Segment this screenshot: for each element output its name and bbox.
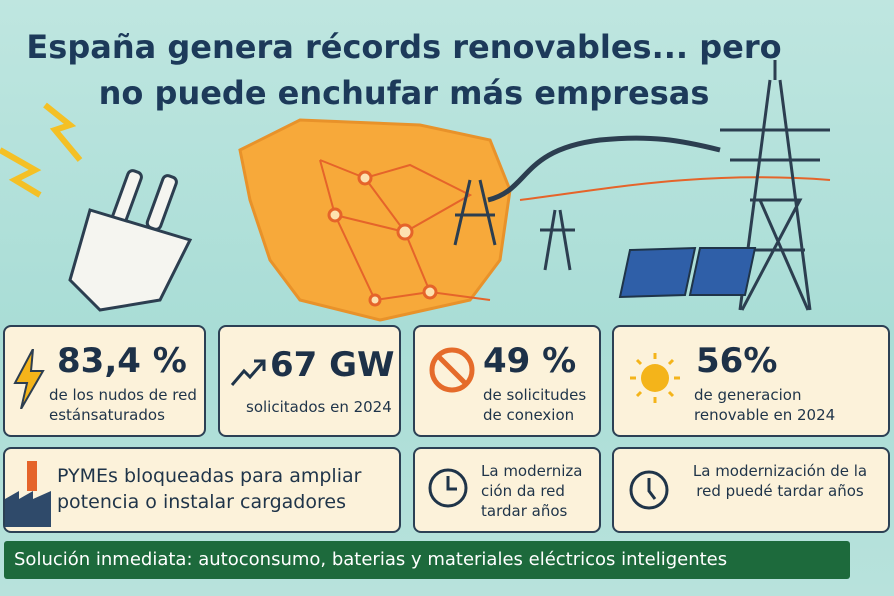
stat-card: 83,4 % de los nudos de red estánsaturado… xyxy=(3,325,206,437)
note-text: La modernización de la red puedé tardar … xyxy=(692,462,868,500)
illustration xyxy=(0,60,831,322)
stat-text: de solicitudes de conexion xyxy=(483,386,587,424)
stat-text: de generacion renovable en 2024 xyxy=(694,386,836,424)
stat-value: 83,4 % xyxy=(57,341,187,381)
clock-icon xyxy=(428,468,468,508)
footer-banner: Solución inmediata: autoconsumo, bateria… xyxy=(4,541,850,579)
note-text: La moderniza ción da red tardar años xyxy=(481,462,583,520)
note-card: La moderniza ción da red tardar años xyxy=(413,447,601,533)
bolt-icon xyxy=(13,349,45,409)
trend-icon xyxy=(230,359,266,386)
note-text: PYMEs bloqueadas para ampliar potencia o… xyxy=(57,465,362,513)
stat-text: de los nudos de red estánsaturados xyxy=(49,386,197,424)
title: España genera récords renovables... pero… xyxy=(26,28,782,112)
stat-card: 49 % de solicitudes de conexion xyxy=(413,325,601,437)
stat-value: 67 GW xyxy=(270,345,395,385)
clock-icon xyxy=(629,470,669,510)
note-card: PYMEs bloqueadas para ampliar potencia o… xyxy=(3,447,401,533)
stat-text: solicitados en 2024 xyxy=(246,398,392,416)
stat-card: 67 GW solicitados en 2024 xyxy=(218,325,401,437)
footer-text: Solución inmediata: autoconsumo, bateria… xyxy=(14,549,728,570)
note-card: La modernización de la red puedé tardar … xyxy=(612,447,890,533)
stat-value: 56% xyxy=(696,341,778,381)
stat-value: 49 % xyxy=(483,341,577,381)
sun-icon xyxy=(630,353,680,403)
stat-card: 56% de generacion renovable en 2024 xyxy=(612,325,890,437)
ban-icon xyxy=(429,347,475,393)
factory-icon xyxy=(5,461,51,527)
